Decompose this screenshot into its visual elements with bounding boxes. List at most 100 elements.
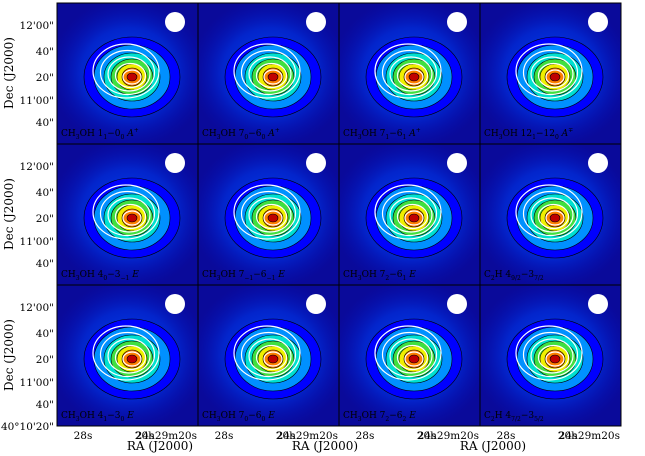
x-axis-label: RA (J2000) xyxy=(460,439,526,453)
panel-label: CH3OH 40−3−1 E xyxy=(61,270,139,282)
y-tick-label: 11'00" xyxy=(20,236,54,248)
line-contour xyxy=(248,56,292,92)
line-contour xyxy=(404,210,424,226)
line-contour xyxy=(233,184,301,240)
panel-label: CH3OH 41−30 E xyxy=(61,411,134,423)
y-tick-label: 20" xyxy=(36,213,54,225)
line-contour xyxy=(530,338,574,374)
panel-grid: CH3OH 11−00 A+12'00"40"20"11'00"40"CH3OH… xyxy=(0,2,622,442)
line-contour xyxy=(240,331,297,378)
x-tick-label: 24s xyxy=(559,430,578,442)
line-contour xyxy=(107,197,151,233)
line-contour xyxy=(522,49,579,96)
line-contour xyxy=(396,344,429,371)
intensity-contour xyxy=(267,354,279,364)
line-contour xyxy=(233,43,301,99)
intensity-contour xyxy=(267,213,279,223)
panel: CH3OH 121−120 A∓ xyxy=(479,2,622,145)
line-contour xyxy=(248,338,292,374)
panel-label: CH3OH 72−61 E xyxy=(343,270,416,282)
line-contour xyxy=(530,56,574,92)
line-contour xyxy=(381,49,438,96)
line-contour xyxy=(240,49,297,96)
panel-label: C2H 49/2−37/2 xyxy=(484,270,544,282)
panel: C2H 49/2−37/2 xyxy=(479,143,622,286)
intensity-contour xyxy=(408,213,420,223)
line-contour xyxy=(122,210,142,226)
line-contour xyxy=(107,56,151,92)
x-tick-label: 20h29m20s xyxy=(276,430,338,442)
y-tick-label: 11'00" xyxy=(20,95,54,107)
line-contour xyxy=(381,331,438,378)
y-axis-label: Dec (J2000) xyxy=(2,37,16,109)
intensity-contour xyxy=(267,72,279,82)
line-contour xyxy=(255,344,288,371)
y-tick-label: 12'00" xyxy=(20,20,54,32)
beam-marker xyxy=(306,12,326,32)
line-contour xyxy=(404,69,424,85)
x-tick-label: 28s xyxy=(497,430,516,442)
beam-marker xyxy=(447,153,467,173)
line-contour xyxy=(515,43,583,99)
intensity-contour xyxy=(408,354,420,364)
line-contour xyxy=(537,203,570,230)
panel-label: CH3OH 72−62 E xyxy=(343,411,416,423)
x-tick-label: 24s xyxy=(418,430,437,442)
line-contour xyxy=(99,49,156,96)
panel-label: CH3OH 121−120 A∓ xyxy=(484,127,573,141)
panel: CH3OH 7−1−6−1 E xyxy=(197,143,340,286)
line-contour xyxy=(99,331,156,378)
y-tick-label: 40" xyxy=(36,399,54,411)
line-contour xyxy=(255,203,288,230)
line-contour xyxy=(537,62,570,89)
intensity-contour xyxy=(549,354,561,364)
panel-label: C2H 47/2−35/2 xyxy=(484,411,544,423)
x-tick-label: 28s xyxy=(356,430,375,442)
line-contour xyxy=(374,325,442,381)
beam-marker xyxy=(165,12,185,32)
beam-marker xyxy=(588,294,608,314)
beam-marker xyxy=(447,12,467,32)
beam-marker xyxy=(588,12,608,32)
panel-label: CH3OH 70−60 A+ xyxy=(202,127,280,141)
line-contour xyxy=(537,344,570,371)
line-contour xyxy=(374,43,442,99)
y-tick-label: 40" xyxy=(36,187,54,199)
line-contour xyxy=(530,197,574,233)
line-contour xyxy=(515,325,583,381)
panel: CH3OH 71−61 A+ xyxy=(338,2,481,145)
beam-marker xyxy=(165,294,185,314)
x-tick-label: 20h29m20s xyxy=(558,430,620,442)
y-tick-label: 40" xyxy=(36,46,54,58)
line-contour xyxy=(92,325,160,381)
line-contour xyxy=(248,197,292,233)
line-contour xyxy=(92,43,160,99)
y-tick-label: 12'00" xyxy=(20,302,54,314)
line-contour xyxy=(404,351,424,367)
y-tick-label: 20" xyxy=(36,354,54,366)
x-tick-label: 24s xyxy=(277,430,296,442)
line-contour xyxy=(389,197,433,233)
line-contour xyxy=(122,69,142,85)
intensity-contour xyxy=(126,354,138,364)
panel-frame xyxy=(479,284,622,427)
line-contour xyxy=(545,351,565,367)
x-tick-label: 28s xyxy=(74,430,93,442)
line-contour xyxy=(263,351,283,367)
intensity-contour xyxy=(126,72,138,82)
line-contour xyxy=(107,338,151,374)
y-tick-label: 40" xyxy=(36,328,54,340)
beam-marker xyxy=(306,153,326,173)
line-contour xyxy=(396,62,429,89)
line-contour xyxy=(114,344,147,371)
line-contour xyxy=(233,325,301,381)
x-tick-label: 20h29m20s xyxy=(417,430,479,442)
line-contour xyxy=(114,62,147,89)
beam-marker xyxy=(306,294,326,314)
line-contour xyxy=(263,69,283,85)
y-tick-label: 12'00" xyxy=(20,161,54,173)
intensity-contour xyxy=(549,213,561,223)
